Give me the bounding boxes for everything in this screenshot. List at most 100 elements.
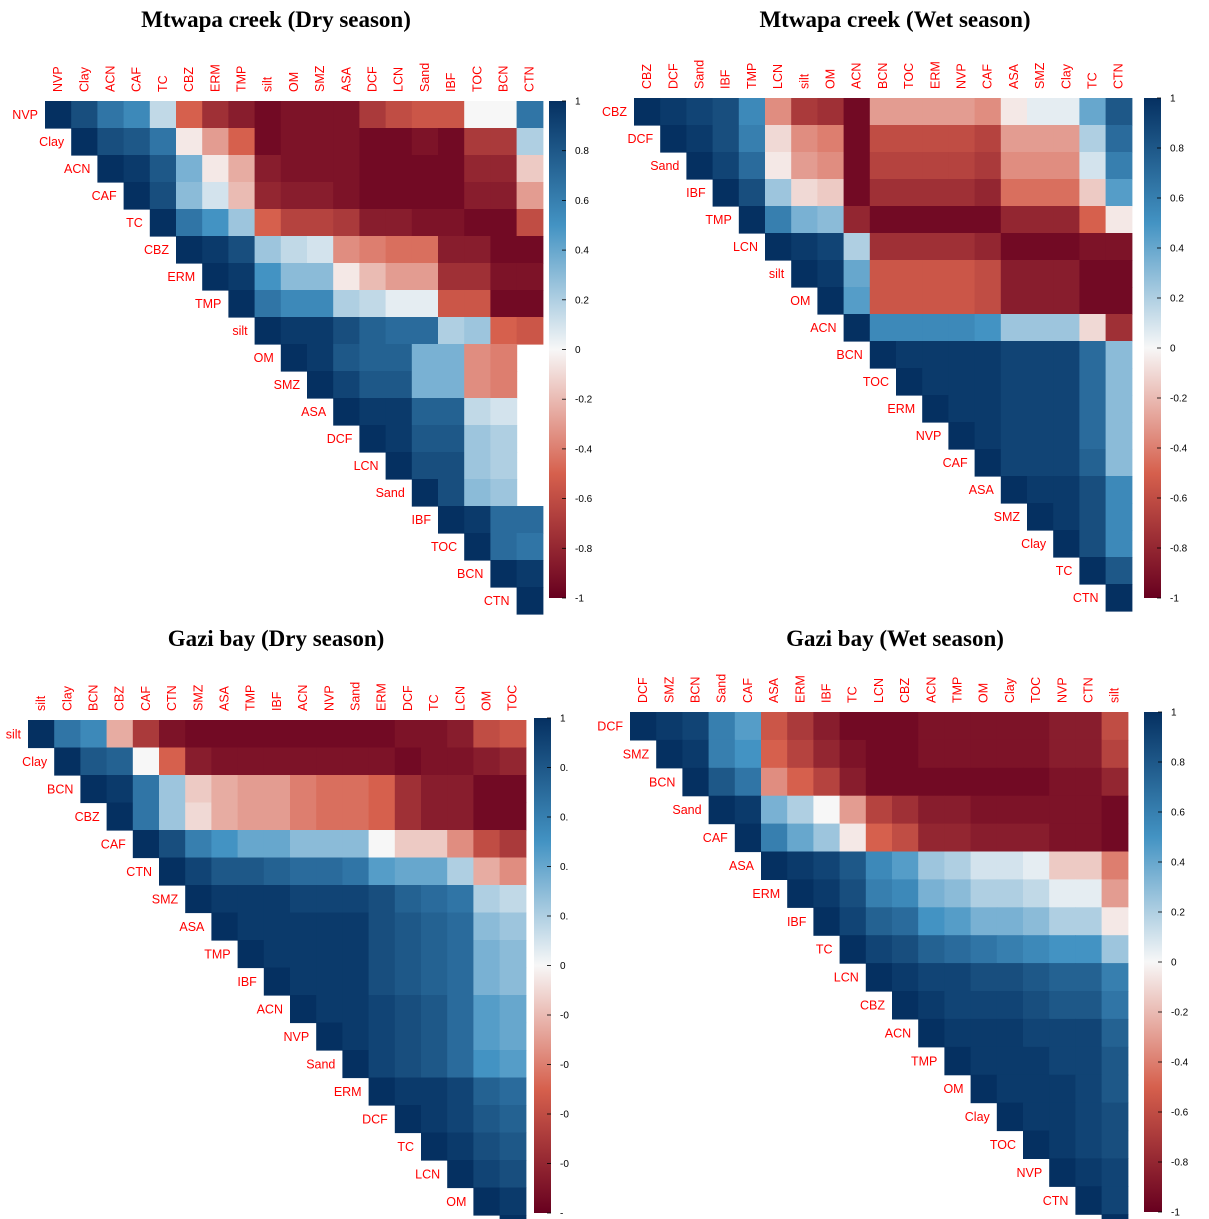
heatmap-cell [411, 209, 439, 237]
column-label: TMP [745, 63, 759, 89]
heatmap-cell [843, 125, 871, 153]
heatmap-cell [368, 830, 396, 859]
column-label: ASA [218, 685, 232, 711]
heatmap-plot: NVP Clay ACN CAF TC CBZ ERM TMP silt OM SMZ ASA DCF L… [12, 63, 544, 615]
panel-mtwapa-wet: Mtwapa creek (Wet season) CBZ DCF Sand IBF T… [602, 7, 1188, 612]
heatmap-cell [464, 155, 491, 183]
heatmap-cell [185, 720, 212, 749]
heatmap-cell [922, 260, 949, 288]
heatmap-cell [385, 371, 413, 399]
heatmap-cell [1101, 1102, 1129, 1132]
heatmap-cell [411, 236, 439, 264]
heatmap-cell [1023, 879, 1050, 908]
column-label: Clay [60, 685, 74, 711]
column-label: ERM [375, 683, 389, 711]
heatmap-cell [1105, 287, 1133, 315]
heatmap-cell [865, 767, 893, 797]
heatmap-cell [712, 98, 740, 126]
heatmap-cell [813, 739, 841, 769]
heatmap-cell [970, 739, 998, 769]
colorbar: 1 0. 0. 0. 0. 0 -0 -0 -0 -0 - [534, 714, 569, 1219]
heatmap-cell [996, 823, 1024, 853]
column-label: ASA [767, 677, 781, 703]
row-label: ACN [64, 162, 90, 176]
heatmap-cell [447, 1022, 474, 1051]
column-label: ASA [339, 66, 353, 92]
heatmap-cell [892, 879, 919, 908]
heatmap-cell [411, 317, 439, 345]
column-label: LCN [453, 686, 467, 711]
column-label: CAF [130, 67, 144, 92]
heatmap-cell [996, 851, 1024, 880]
heatmap-cell [944, 823, 972, 853]
heatmap-cell [202, 128, 229, 156]
heatmap-cell [865, 739, 893, 769]
heatmap-cell [263, 857, 291, 886]
row-label: TMP [204, 947, 230, 961]
panel-gazi-dry: Gazi bay (Dry season) silt Clay BCN CBZ CAF C… [6, 626, 569, 1219]
heatmap-cell [738, 98, 766, 126]
row-label: CAF [703, 831, 728, 845]
heatmap-cell [1075, 767, 1103, 797]
column-label: CTN [1082, 677, 1096, 703]
heatmap-cell [385, 263, 413, 291]
heatmap-cell [499, 720, 527, 749]
heatmap-cell [765, 125, 792, 153]
heatmap-cell [54, 720, 81, 749]
heatmap-cell [839, 739, 867, 769]
column-label: BCN [876, 63, 890, 89]
heatmap-cell [464, 209, 491, 237]
row-label: ASA [179, 920, 205, 934]
heatmap-cell [411, 425, 439, 453]
row-label: silt [769, 267, 785, 281]
column-label: SMZ [313, 65, 327, 92]
row-label: Sand [650, 159, 679, 173]
heatmap-cell [1075, 851, 1103, 880]
heatmap-cell [368, 885, 396, 914]
heatmap-cell [1027, 476, 1054, 504]
heatmap-cell [948, 422, 976, 450]
heatmap-cell [123, 101, 151, 129]
heatmap-cell [333, 182, 360, 210]
heatmap-cell [447, 830, 474, 859]
colorbar-tick-label: 0.2 [1171, 908, 1185, 919]
heatmap-cell [316, 747, 343, 776]
heatmap-cell [290, 940, 317, 969]
heatmap-cell [385, 128, 413, 156]
heatmap-cell [996, 935, 1024, 964]
heatmap-cell [473, 912, 501, 941]
heatmap-cell [1053, 503, 1080, 531]
heatmap-cell [1105, 233, 1133, 261]
heatmap-cell [1053, 125, 1080, 153]
heatmap-cell [499, 1105, 527, 1134]
heatmap-cell [447, 1050, 474, 1079]
heatmap-cell [499, 940, 527, 969]
heatmap-cell [394, 1050, 422, 1079]
heatmap-cell [1023, 823, 1050, 853]
colorbar-tick-label: 0. [560, 912, 568, 923]
heatmap-cell [202, 155, 229, 183]
heatmap-cell [438, 344, 465, 372]
heatmap-cell [499, 1022, 527, 1051]
row-label: BCN [457, 567, 483, 581]
heatmap-cell [290, 775, 317, 804]
heatmap-cell [342, 967, 370, 996]
heatmap-cell [280, 155, 308, 183]
heatmap-cell [490, 128, 518, 156]
heatmap-cell [316, 720, 343, 749]
heatmap-cell [447, 1132, 474, 1161]
heatmap-cell [97, 128, 125, 156]
colorbar-tick-label: 0. [560, 862, 568, 873]
heatmap-cell [922, 341, 949, 369]
heatmap-cell [490, 101, 518, 129]
heatmap-cell [922, 395, 949, 423]
heatmap-cell [974, 98, 1002, 126]
column-label: OM [480, 691, 494, 711]
row-label: OM [943, 1082, 963, 1096]
heatmap-cell [1049, 1074, 1076, 1104]
heatmap-cell [359, 101, 387, 129]
colorbar-tick-label: 0 [1170, 344, 1176, 355]
heatmap-cell [817, 233, 845, 261]
heatmap-cell [765, 206, 792, 234]
heatmap-cell [1027, 233, 1054, 261]
